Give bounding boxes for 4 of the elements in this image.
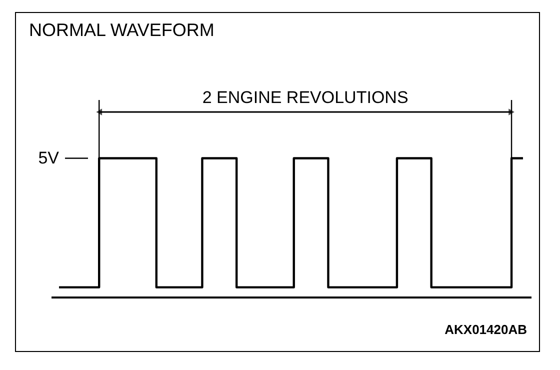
chart-title: NORMAL WAVEFORM — [29, 20, 214, 40]
annotation: 5V — [38, 148, 60, 168]
text: AKX01420AB — [444, 322, 527, 337]
text: 2 ENGINE REVOLUTIONS — [202, 88, 408, 107]
